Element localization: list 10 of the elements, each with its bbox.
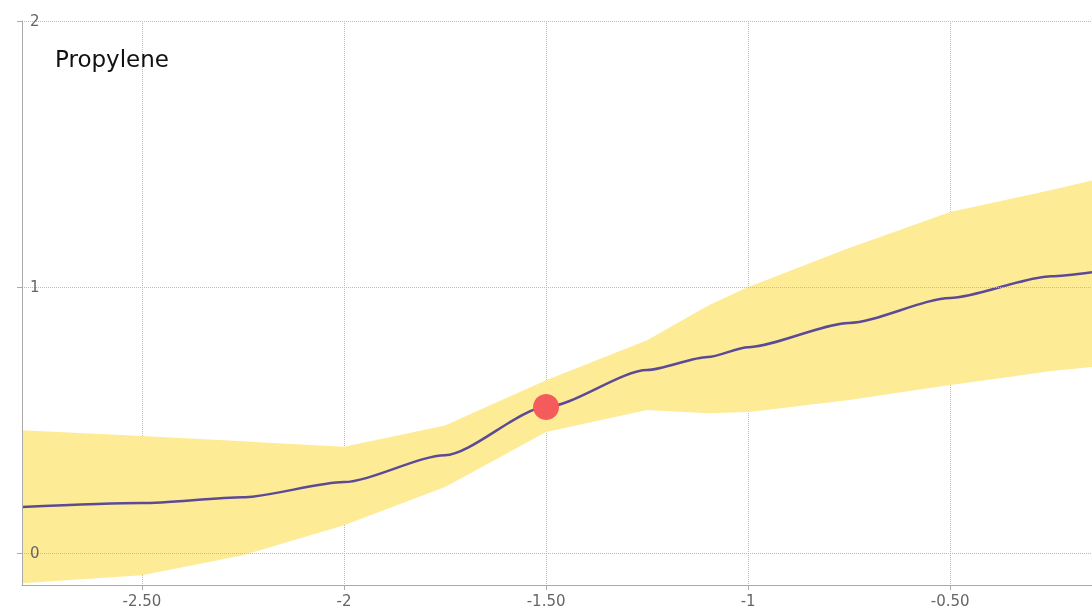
y-tick-label: 0 xyxy=(30,544,40,563)
x-tick-label: -1 xyxy=(740,591,756,610)
text: Propylene xyxy=(55,45,169,72)
y-tick-label: 1 xyxy=(30,278,40,297)
x-tick-label: -1.50 xyxy=(526,591,566,610)
x-tick-label: -0.50 xyxy=(930,591,970,610)
y-tick-label: 2 xyxy=(30,12,40,30)
line-series xyxy=(20,270,1092,509)
x-tick-label: -2.50 xyxy=(122,591,162,610)
x-tick-label: -2 xyxy=(336,591,352,610)
